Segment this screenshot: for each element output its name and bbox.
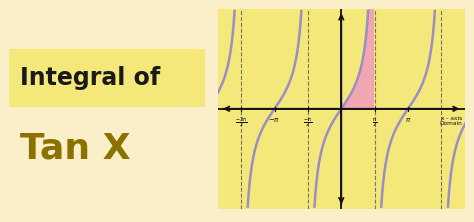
FancyBboxPatch shape bbox=[9, 49, 205, 107]
Text: $\mathregular{\frac{-\pi}{2}}$: $\mathregular{\frac{-\pi}{2}}$ bbox=[303, 116, 312, 129]
Text: Tan X: Tan X bbox=[19, 132, 130, 166]
Text: $\pi$: $\pi$ bbox=[405, 116, 411, 124]
Text: $\mathregular{\frac{\pi}{2}}$: $\mathregular{\frac{\pi}{2}}$ bbox=[372, 116, 377, 129]
Text: $-\pi$: $-\pi$ bbox=[268, 116, 281, 124]
Text: x - axis
Domain: x - axis Domain bbox=[440, 116, 463, 127]
Text: Integral of: Integral of bbox=[19, 66, 160, 90]
Text: $\mathregular{\frac{-3\pi}{2}}$: $\mathregular{\frac{-3\pi}{2}}$ bbox=[235, 116, 247, 130]
